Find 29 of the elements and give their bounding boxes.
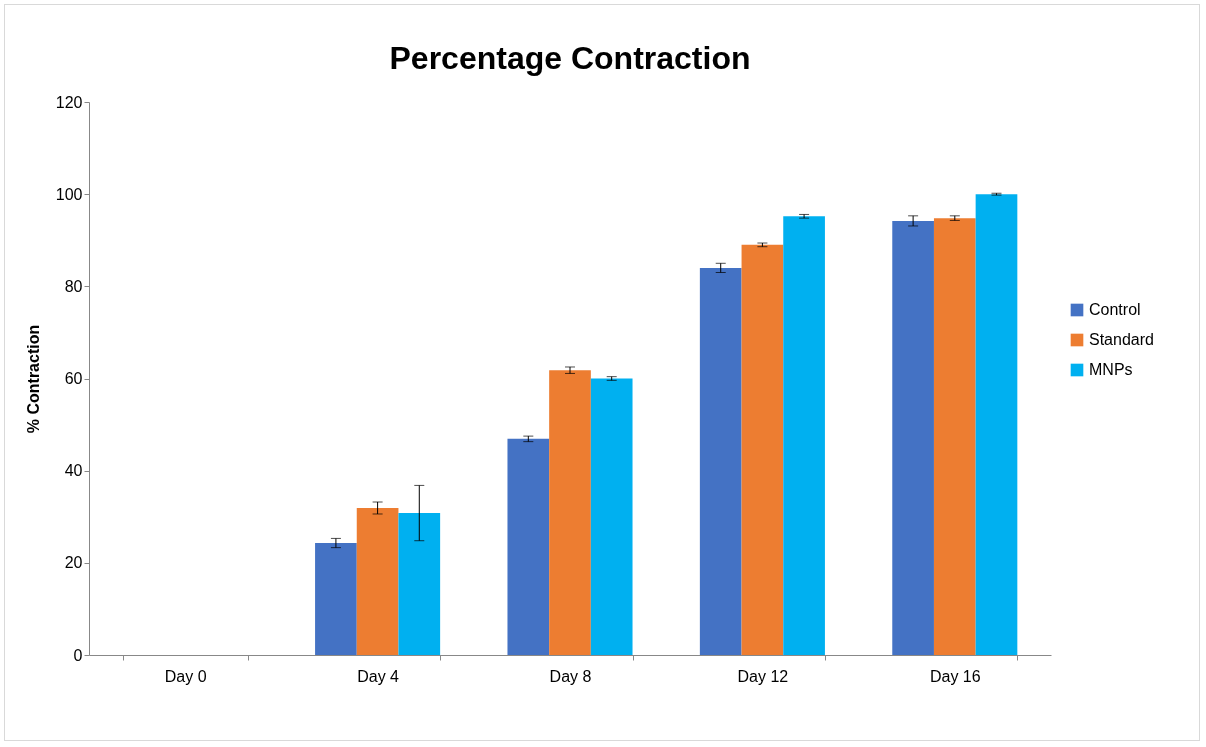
bar	[975, 194, 1018, 655]
chart-title: Percentage Contraction	[389, 40, 751, 76]
legend-label: Control	[1089, 301, 1141, 318]
bar	[933, 218, 976, 655]
bar	[549, 370, 591, 655]
x-tick-label: Day 16	[929, 667, 981, 685]
bar	[356, 507, 399, 655]
x-tick-label: Day 8	[549, 667, 592, 685]
y-tick-label: 100	[55, 185, 83, 203]
bar	[315, 543, 357, 655]
legend-label: Standard	[1089, 331, 1154, 348]
y-tick-label: 60	[64, 370, 83, 387]
bar	[892, 220, 934, 655]
bar	[741, 244, 784, 655]
bar	[507, 438, 550, 655]
legend-label: MNPs	[1089, 361, 1133, 378]
bar	[398, 513, 441, 655]
bar	[699, 267, 742, 655]
y-tick-label: 40	[64, 462, 83, 480]
bar	[783, 216, 825, 655]
y-tick-label: 80	[64, 277, 83, 295]
x-tick-label: Day 12	[737, 667, 789, 685]
bar	[590, 378, 633, 655]
x-tick-label: Day 4	[357, 667, 400, 685]
y-tick-label: 120	[55, 93, 83, 111]
x-tick-label: Day 0	[164, 667, 207, 685]
y-tick-label: 20	[64, 554, 83, 572]
y-axis-title: % Contraction	[24, 324, 42, 434]
y-tick-label: 0	[73, 646, 83, 664]
